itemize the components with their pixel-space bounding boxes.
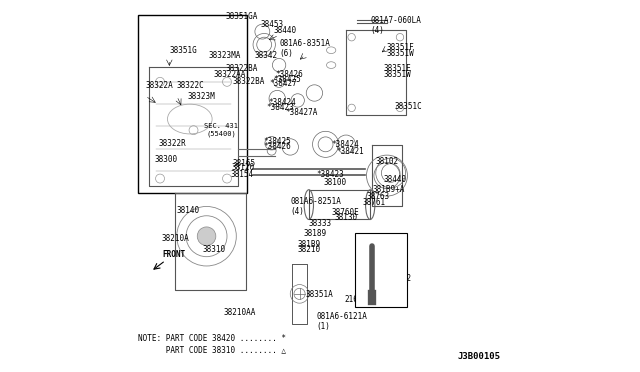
Text: 38322C: 38322C (177, 81, 205, 90)
Text: *38423: *38423 (266, 103, 294, 112)
Text: 38154: 38154 (231, 170, 254, 179)
Text: 38440: 38440 (273, 26, 296, 35)
Text: 38300: 38300 (154, 155, 177, 164)
Text: 38322A: 38322A (145, 81, 173, 90)
Text: 38453: 38453 (385, 261, 408, 270)
Text: 38100: 38100 (324, 178, 347, 187)
Text: 38210: 38210 (298, 245, 321, 254)
Text: FRONT: FRONT (162, 250, 185, 259)
Text: 38189: 38189 (303, 229, 326, 238)
Text: 081A6-8351A
(6): 081A6-8351A (6) (279, 39, 330, 58)
Text: 38120: 38120 (232, 163, 255, 172)
Text: 21666: 21666 (344, 295, 367, 304)
Text: PART CODE 38310 ........ △: PART CODE 38310 ........ △ (138, 345, 285, 354)
Text: 38761: 38761 (363, 198, 386, 207)
Text: C8320M: C8320M (361, 288, 383, 293)
Text: 38453: 38453 (260, 20, 284, 29)
Text: SEC. 431
(55400): SEC. 431 (55400) (204, 124, 239, 137)
Text: *38427A: *38427A (286, 108, 318, 117)
Text: 38351C: 38351C (394, 102, 422, 110)
Text: 38323MA: 38323MA (209, 51, 241, 60)
Text: 38351F: 38351F (387, 43, 415, 52)
Text: 38310: 38310 (203, 245, 226, 254)
Text: 38165: 38165 (232, 159, 256, 168)
Text: *38426: *38426 (263, 142, 291, 151)
Text: 38440: 38440 (383, 175, 406, 184)
Text: 38210AA: 38210AA (223, 308, 255, 317)
Text: 381B9: 381B9 (298, 240, 321, 249)
Text: 38351G: 38351G (170, 46, 197, 55)
Text: *38427: *38427 (270, 79, 298, 88)
Text: *38421: *38421 (337, 147, 365, 156)
Text: 38323M: 38323M (188, 92, 216, 101)
Text: 38351W: 38351W (383, 70, 411, 79)
Text: 381B9+A: 381B9+A (372, 185, 404, 194)
Text: 081A6-8251A
(4): 081A6-8251A (4) (291, 197, 341, 216)
Text: *38426: *38426 (275, 70, 303, 79)
Text: 38351W: 38351W (387, 49, 415, 58)
Text: *38424: *38424 (268, 98, 296, 107)
Text: J3B00105: J3B00105 (458, 352, 500, 361)
Text: *38425: *38425 (273, 75, 301, 84)
Text: 38342: 38342 (255, 51, 278, 60)
Text: 38763: 38763 (367, 192, 390, 201)
Text: 38210A: 38210A (162, 234, 189, 243)
Text: *38424: *38424 (331, 140, 359, 149)
Text: 38322R: 38322R (158, 139, 186, 148)
Text: 38102: 38102 (376, 157, 399, 166)
Bar (355, 232, 408, 307)
Text: 38760E: 38760E (331, 208, 359, 217)
Text: 38130: 38130 (335, 213, 358, 222)
Text: 38140: 38140 (177, 206, 200, 215)
Text: 081A7-060LA
(4): 081A7-060LA (4) (370, 16, 421, 35)
Text: 38351E: 38351E (383, 64, 411, 73)
Text: SEALANT FLUID: SEALANT FLUID (357, 298, 406, 303)
Text: 38322BA: 38322BA (232, 77, 265, 86)
Text: 38351A: 38351A (305, 291, 333, 299)
Circle shape (197, 227, 216, 246)
Text: *38425: *38425 (263, 137, 291, 146)
Text: 38322AA: 38322AA (214, 70, 246, 79)
Text: 081A6-6121A
(1): 081A6-6121A (1) (316, 312, 367, 331)
Text: 38322BA: 38322BA (225, 64, 257, 73)
Text: NOTE: PART CODE 38420 ........ *: NOTE: PART CODE 38420 ........ * (138, 334, 285, 343)
Text: 38351GA: 38351GA (225, 12, 257, 21)
Text: *38423: *38423 (316, 170, 344, 179)
Text: 38342: 38342 (388, 274, 412, 283)
Bar (138, 15, 248, 193)
Text: 38333: 38333 (309, 219, 332, 228)
